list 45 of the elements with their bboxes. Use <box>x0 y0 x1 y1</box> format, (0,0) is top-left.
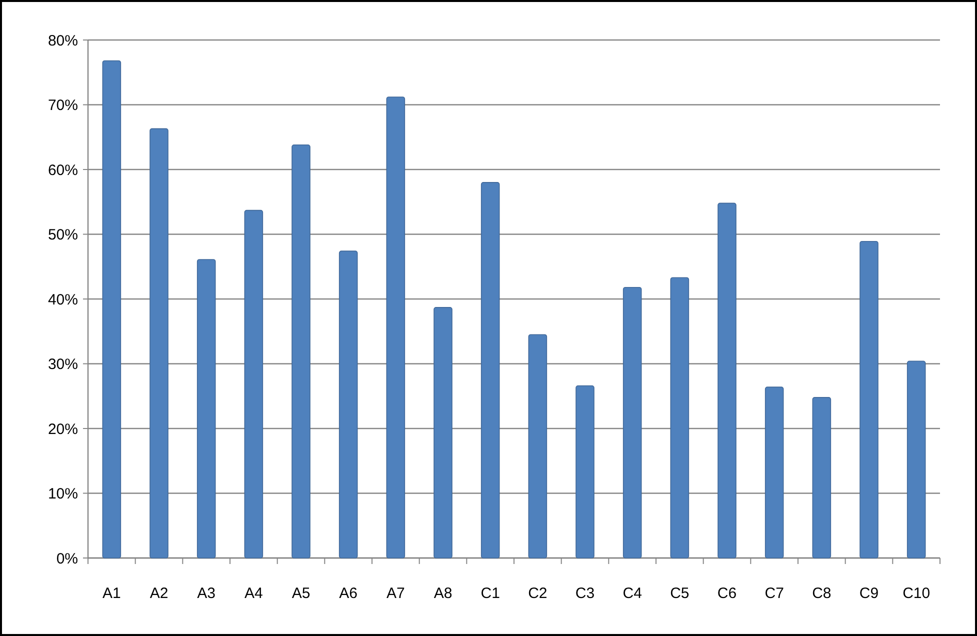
bar <box>434 307 452 558</box>
bar <box>338 250 358 558</box>
x-tick-label: C4 <box>622 585 642 602</box>
x-tick-label: A3 <box>197 585 216 602</box>
x-tick-label: C1 <box>480 585 500 602</box>
x-tick-label: A1 <box>102 585 121 602</box>
x-tick-label: A2 <box>150 585 168 602</box>
y-tick-label: 20% <box>48 420 78 438</box>
x-tick-label: A4 <box>244 585 263 602</box>
bar <box>102 60 122 558</box>
bar <box>150 128 168 558</box>
x-tick-label: C10 <box>902 585 930 602</box>
x-tick-label: C3 <box>575 585 595 602</box>
bar <box>764 386 784 558</box>
bar <box>528 334 548 558</box>
bar <box>812 397 832 558</box>
x-tick-label: A7 <box>386 585 405 602</box>
x-tick-label: C9 <box>859 585 879 602</box>
bar <box>860 240 878 558</box>
y-tick-label: 80% <box>48 32 78 50</box>
y-tick-label: 0% <box>56 550 78 568</box>
x-tick-label: C8 <box>812 585 832 602</box>
x-tick-label: A6 <box>339 585 358 602</box>
y-tick-label: 70% <box>48 97 78 114</box>
y-tick-label: 50% <box>48 226 78 244</box>
bar <box>196 259 216 558</box>
x-tick-label: C6 <box>717 585 737 602</box>
y-tick-label: 10% <box>48 486 78 502</box>
x-tick-label: C5 <box>670 585 690 602</box>
x-tick-label: A8 <box>434 585 452 602</box>
bar <box>718 202 736 558</box>
bar <box>292 144 310 558</box>
y-tick-label: 30% <box>48 356 78 373</box>
x-tick-label: C2 <box>528 585 548 602</box>
bar <box>670 277 690 558</box>
bar <box>906 360 926 558</box>
bar <box>576 385 594 558</box>
bar <box>622 286 642 558</box>
bar <box>244 210 264 558</box>
y-tick-label: 60% <box>48 162 78 179</box>
x-tick-label: A5 <box>292 585 310 602</box>
bar <box>480 182 500 558</box>
x-tick-label: C7 <box>764 585 784 602</box>
y-tick-label: 40% <box>48 291 78 308</box>
bar <box>386 96 406 558</box>
